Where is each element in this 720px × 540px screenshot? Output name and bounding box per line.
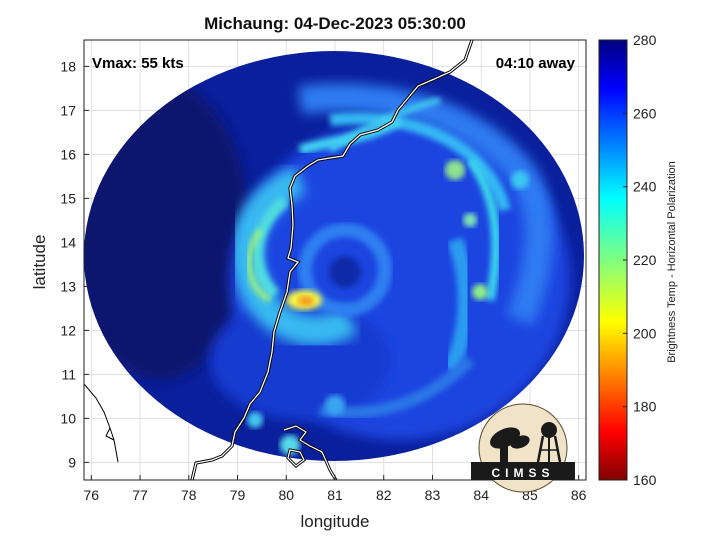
- colorbar-ticks: 160 180 200 220 240 260 280: [623, 32, 657, 488]
- y-tick-label: 10: [60, 410, 76, 426]
- microwave-swath: [84, 51, 584, 461]
- colorbar-tick-label: 200: [633, 325, 657, 341]
- cimss-logo-text: CIMSS: [491, 466, 554, 480]
- x-tick-label: 81: [327, 487, 343, 503]
- colorbar-tick-label: 160: [633, 472, 657, 488]
- x-tick-label: 82: [376, 487, 392, 503]
- colorbar-tick-label: 260: [633, 105, 657, 121]
- y-tick-label: 15: [60, 190, 76, 206]
- y-tick-label: 18: [60, 58, 76, 74]
- y-tick-label: 17: [60, 102, 76, 118]
- vmax-annotation: Vmax: 55 kts: [92, 55, 184, 72]
- colorbar-tick-label: 280: [633, 32, 657, 48]
- cimss-logo: CIMSS: [471, 403, 575, 493]
- colorbar-tick-label: 180: [633, 399, 657, 415]
- x-tick-label: 77: [132, 487, 148, 503]
- y-axis-ticks: 9 10 11 12 13 14 15 16 17 18: [60, 58, 89, 470]
- x-axis-label: longitude: [300, 512, 370, 531]
- colorbar-tick-label: 220: [633, 252, 657, 268]
- time-away-annotation: 04:10 away: [496, 55, 576, 72]
- colorbar: [598, 39, 628, 481]
- y-tick-label: 11: [61, 366, 76, 382]
- x-tick-label: 76: [84, 487, 100, 503]
- x-tick-label: 80: [278, 487, 294, 503]
- y-tick-label: 13: [60, 278, 76, 294]
- y-tick-label: 9: [68, 454, 76, 470]
- map-title: Michaung: 04-Dec-2023 05:30:00: [204, 14, 466, 33]
- colorbar-tick-label: 240: [633, 179, 657, 195]
- x-tick-label: 86: [571, 487, 587, 503]
- x-tick-label: 83: [425, 487, 441, 503]
- x-tick-label: 78: [181, 487, 197, 503]
- x-tick-label: 84: [473, 487, 489, 503]
- coastline: [84, 40, 474, 480]
- y-tick-label: 14: [60, 234, 76, 250]
- x-tick-label: 79: [230, 487, 246, 503]
- y-tick-label: 16: [60, 146, 76, 162]
- y-tick-label: 12: [60, 322, 76, 338]
